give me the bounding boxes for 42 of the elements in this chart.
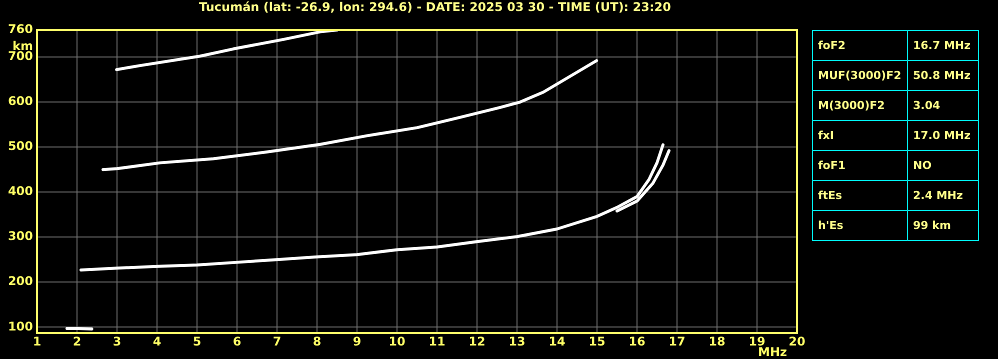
text: 2.4 MHz bbox=[908, 180, 978, 210]
y-tick-label: 500 bbox=[8, 139, 33, 154]
text: foF1 bbox=[812, 150, 908, 180]
text: ftEs bbox=[812, 180, 908, 210]
x-tick-label: 6 bbox=[232, 334, 242, 348]
x-tick-label: 8 bbox=[312, 334, 322, 348]
y-tick-label: 100 bbox=[8, 319, 33, 334]
y-tick-label: 300 bbox=[8, 229, 33, 244]
x-tick-label: 20 bbox=[788, 334, 806, 348]
text: fxI bbox=[812, 120, 908, 150]
x-tick-label: 10 bbox=[388, 334, 406, 348]
x-tick-label: 16 bbox=[628, 334, 646, 348]
y-tick-label: 760 bbox=[8, 22, 33, 36]
text: NO bbox=[908, 150, 978, 180]
x-tick-label: 2 bbox=[72, 334, 82, 348]
text: 17.0 MHz bbox=[908, 120, 978, 150]
text: MUF(3000)F2 bbox=[812, 60, 908, 90]
x-tick-label: 5 bbox=[192, 334, 202, 348]
text: 3.04 bbox=[908, 90, 978, 120]
y-tick-label: 400 bbox=[8, 184, 33, 198]
chart-title: Tucumán (lat: -26.9, lon: 294.6) - DATE: 2025 03 30 - TIME (UT): 23:20 bbox=[198, 0, 672, 14]
x-tick-label: 9 bbox=[352, 334, 362, 348]
x-tick-label: 18 bbox=[708, 334, 726, 348]
x-tick-label: 3 bbox=[112, 334, 122, 348]
text: 50.8 MHz bbox=[908, 60, 978, 90]
text: h'Es bbox=[812, 210, 908, 240]
y-tick-label: 700 bbox=[8, 49, 33, 64]
x-tick-label: 17 bbox=[668, 334, 686, 348]
text: 16.7 MHz bbox=[908, 30, 978, 60]
x-tick-label: 12 bbox=[468, 334, 486, 348]
x-tick-label: 4 bbox=[152, 334, 162, 348]
y-tick-label: 600 bbox=[8, 94, 33, 108]
x-tick-label: 7 bbox=[272, 334, 282, 348]
x-tick-label: 15 bbox=[588, 334, 606, 348]
y-tick-label: 200 bbox=[8, 274, 33, 288]
x-tick-label: 11 bbox=[428, 334, 446, 348]
x-tick-label: 1 bbox=[32, 334, 42, 348]
text: foF2 bbox=[812, 30, 908, 60]
x-tick-label: 14 bbox=[548, 334, 566, 348]
text: 99 km bbox=[908, 210, 978, 240]
x-tick-label: 13 bbox=[508, 334, 526, 348]
text: M(3000)F2 bbox=[812, 90, 908, 120]
